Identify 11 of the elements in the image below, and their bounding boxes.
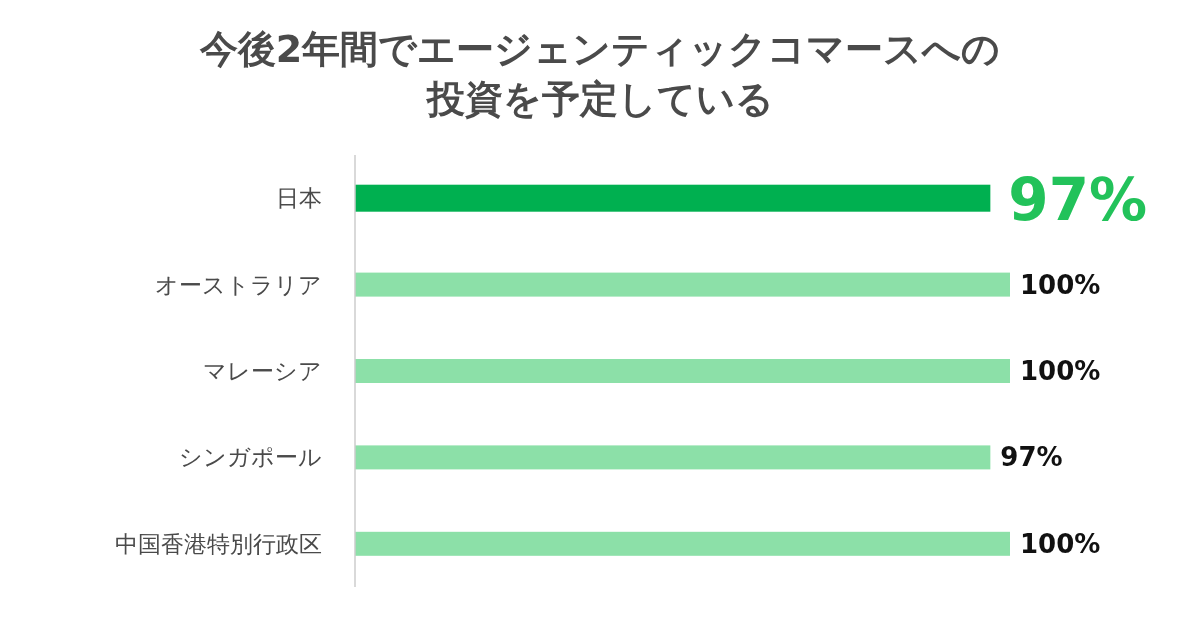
chart-title: 今後2年間でエージェンティックコマースへの投資を予定している <box>198 27 1001 121</box>
y-tick-label: 日本 <box>276 185 322 212</box>
y-tick-label: オーストラリア <box>155 271 322 298</box>
data-label: 100% <box>1020 528 1101 559</box>
y-tick-label: シンガポール <box>179 444 322 471</box>
y-tick-label: マレーシア <box>203 358 322 384</box>
data-label: 97% <box>1000 442 1063 473</box>
data-label: 100% <box>1020 269 1101 300</box>
data-label: 97% <box>1008 166 1148 235</box>
data-label: 100% <box>1020 356 1101 386</box>
y-tick-label: 中国香港特別行政区 <box>115 530 322 557</box>
